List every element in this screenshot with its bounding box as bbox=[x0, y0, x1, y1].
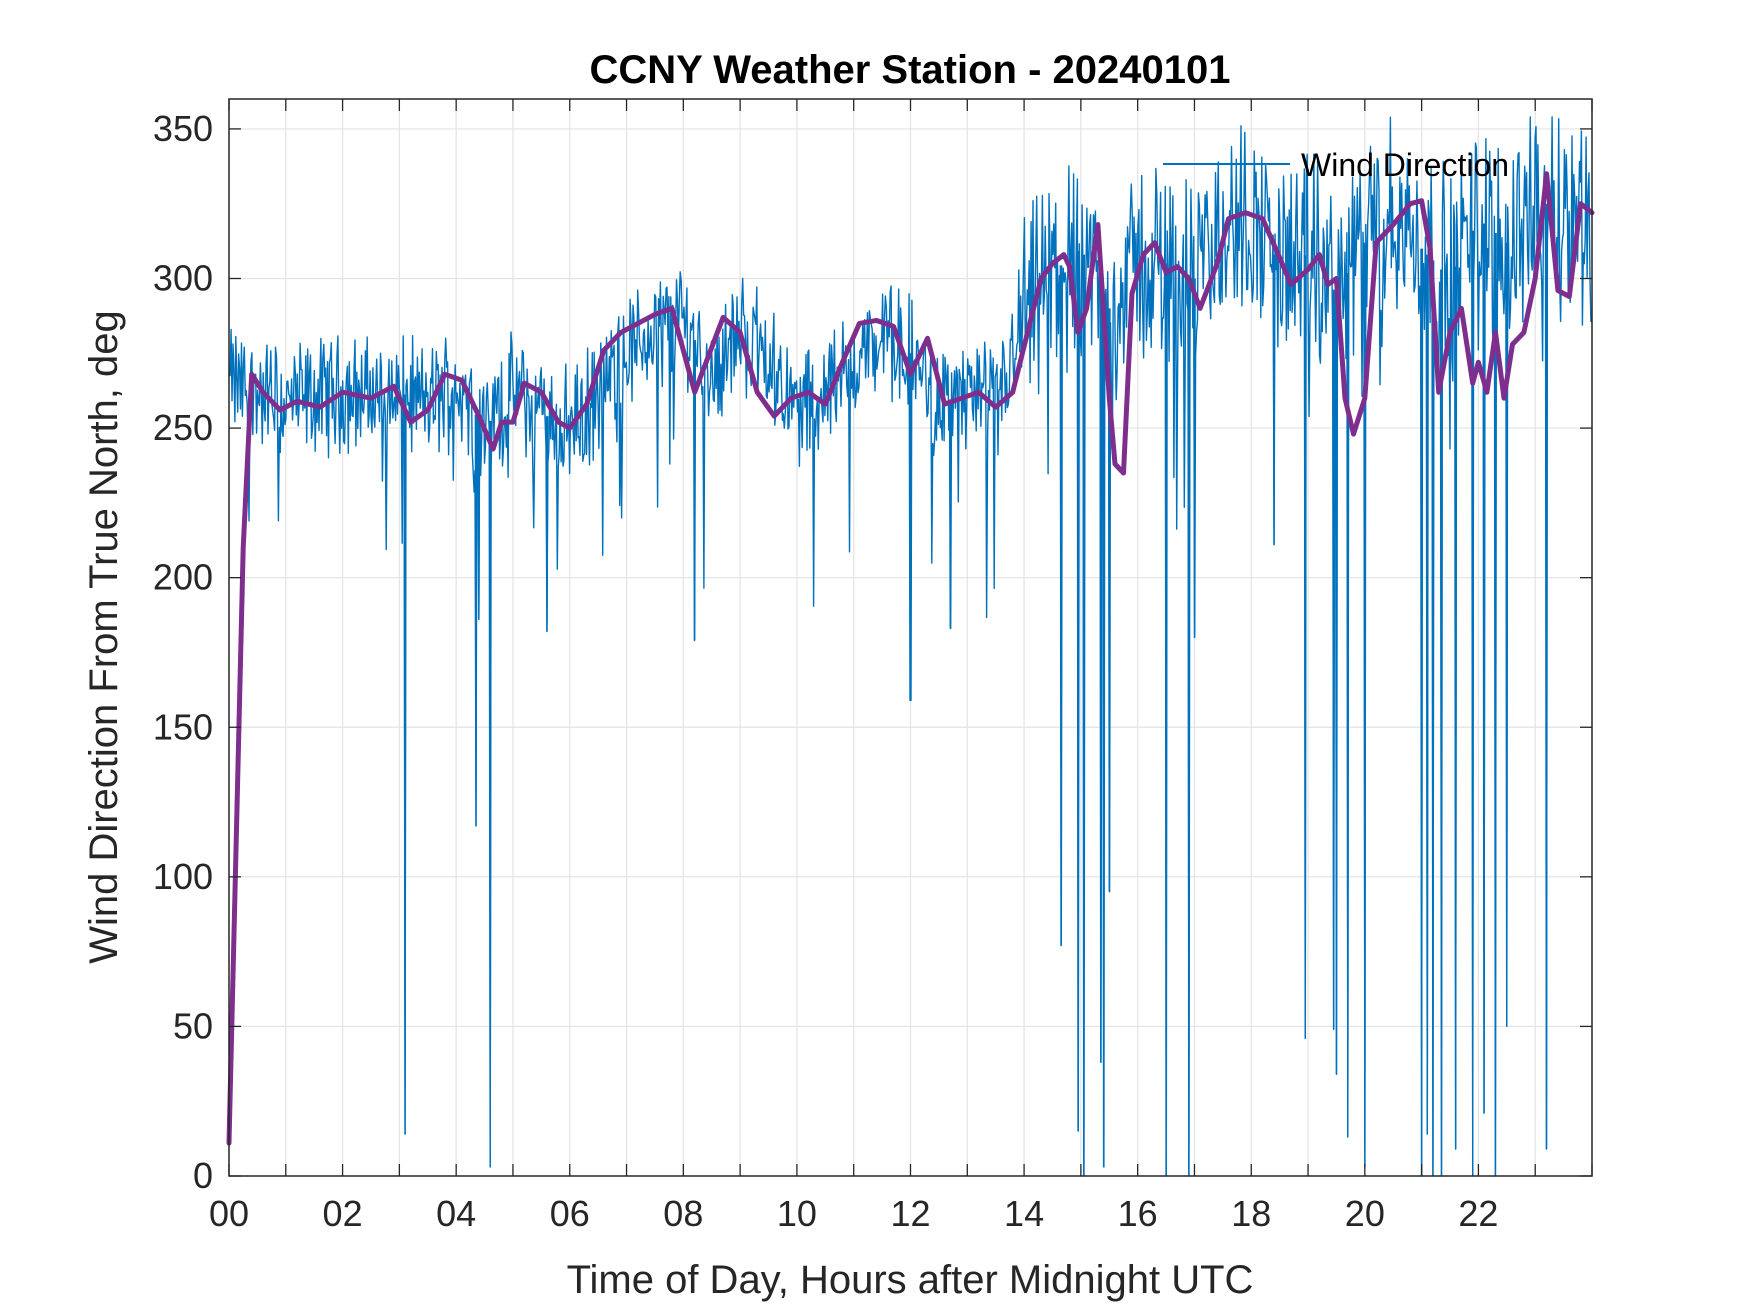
wind-direction-spike bbox=[1335, 293, 1338, 1075]
y-tick-label: 300 bbox=[153, 258, 213, 299]
wind-direction-spike bbox=[1303, 255, 1307, 1039]
x-tick-label: 20 bbox=[1345, 1193, 1385, 1234]
wind-direction-spike bbox=[1494, 233, 1497, 1177]
x-tick-label: 04 bbox=[436, 1193, 476, 1234]
wind-direction-spike bbox=[1164, 263, 1168, 1177]
x-tick-label: 16 bbox=[1118, 1193, 1158, 1234]
wind-direction-spike bbox=[1420, 248, 1424, 1177]
wind-direction-spike bbox=[1193, 278, 1196, 638]
wind-direction-spike bbox=[1440, 269, 1443, 1177]
wind-direction-spike bbox=[1545, 203, 1548, 1150]
y-tick-label: 50 bbox=[173, 1005, 213, 1046]
wind-direction-spike bbox=[474, 414, 478, 826]
wind-direction-spike bbox=[1099, 290, 1103, 1063]
wind-direction-spike bbox=[488, 420, 492, 1168]
x-tick-label: 00 bbox=[209, 1193, 249, 1234]
wind-direction-spike bbox=[1332, 289, 1335, 1030]
wind-direction-spike bbox=[1272, 254, 1276, 545]
x-tick-label: 12 bbox=[890, 1193, 930, 1234]
axis-ticks bbox=[228, 99, 1593, 1177]
wind-direction-spike bbox=[1187, 275, 1191, 1177]
wind-direction-spike bbox=[1505, 242, 1509, 1027]
wind-direction-spike bbox=[1346, 273, 1350, 1138]
wind-direction-spike bbox=[1454, 266, 1458, 1150]
tick-labels: 00 02 04 06 08 10 12 14 16 18 20 22 0 50 100 150 200 250 3… bbox=[153, 108, 1499, 1234]
wind-direction-spike bbox=[1107, 308, 1111, 892]
x-tick-label: 14 bbox=[1004, 1193, 1044, 1234]
y-tick-label: 200 bbox=[153, 557, 213, 598]
y-tick-label: 0 bbox=[193, 1155, 213, 1196]
wind-direction-spike bbox=[1059, 265, 1063, 946]
wind-direction-spike bbox=[1431, 260, 1435, 1177]
y-tick-label: 350 bbox=[153, 108, 213, 149]
series-line-smoothed bbox=[226, 171, 1595, 1146]
wind-direction-spike bbox=[909, 353, 912, 701]
y-tick-label: 250 bbox=[153, 407, 213, 448]
y-tick-label: 150 bbox=[153, 706, 213, 747]
legend: Wind Direction bbox=[1163, 147, 1509, 183]
x-tick-label: 06 bbox=[550, 1193, 590, 1234]
x-tick-label: 22 bbox=[1458, 1193, 1498, 1234]
wind-direction-spike bbox=[948, 399, 952, 629]
x-axis-label: Time of Day, Hours after Midnight UTC bbox=[567, 1258, 1254, 1302]
wind-direction-spike bbox=[545, 416, 549, 632]
x-tick-label: 10 bbox=[777, 1193, 817, 1234]
y-axis-label: Wind Direction From True North, deg bbox=[82, 310, 126, 964]
wind-direction-spike bbox=[693, 340, 697, 641]
wind-direction-spike bbox=[1076, 250, 1080, 1132]
legend-label-wind-direction: Wind Direction bbox=[1301, 147, 1509, 183]
wind-direction-spike bbox=[403, 394, 407, 1135]
wind-direction-spike bbox=[1102, 296, 1105, 1168]
wind-direction-spike bbox=[1082, 254, 1086, 1177]
chart-title: CCNY Weather Station - 20240101 bbox=[590, 48, 1231, 92]
wind-direction-spike bbox=[477, 419, 481, 620]
x-tick-label: 08 bbox=[663, 1193, 703, 1234]
series-layer bbox=[226, 116, 1595, 1177]
wind-direction-spike bbox=[1425, 254, 1429, 1135]
x-tick-label: 18 bbox=[1231, 1193, 1271, 1234]
wind-direction-spike bbox=[1482, 223, 1486, 1114]
y-tick-label: 100 bbox=[153, 856, 213, 897]
x-tick-label: 02 bbox=[323, 1193, 363, 1234]
